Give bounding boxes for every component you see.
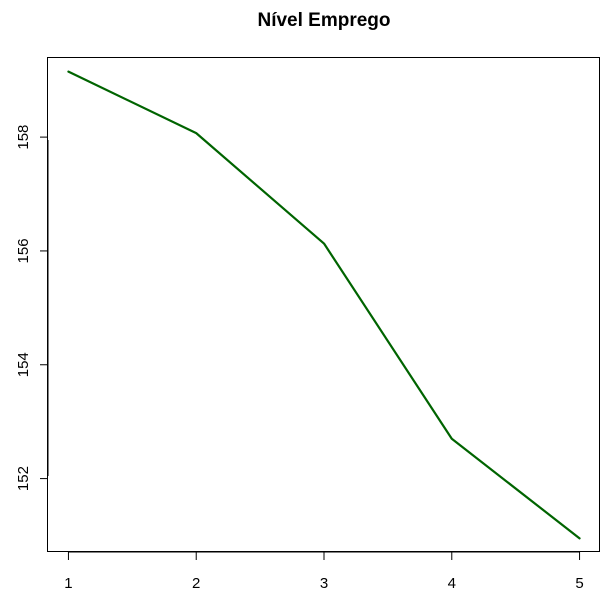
chart-title: Nível Emprego bbox=[257, 10, 390, 31]
data-point bbox=[578, 537, 581, 540]
series-line bbox=[67, 70, 581, 540]
data-point bbox=[67, 70, 70, 73]
x-tick-label: 5 bbox=[575, 575, 583, 592]
series-layer bbox=[67, 70, 581, 540]
x-tick-label: 4 bbox=[448, 575, 456, 592]
x-axis: 1 2 3 4 5 bbox=[64, 551, 584, 592]
plot-frame bbox=[47, 57, 600, 552]
data-point bbox=[195, 132, 198, 134]
y-tick-label: 154 bbox=[15, 352, 32, 377]
x-tick-label: 3 bbox=[320, 575, 328, 592]
x-tick-label: 1 bbox=[64, 575, 72, 592]
y-tick-label: 152 bbox=[15, 466, 32, 491]
x-tick-label: 2 bbox=[192, 575, 200, 592]
y-tick-label: 156 bbox=[15, 238, 32, 263]
data-point bbox=[323, 242, 325, 245]
data-point bbox=[450, 437, 453, 440]
y-tick-label: 158 bbox=[15, 125, 32, 150]
y-axis: 152 154 156 158 bbox=[15, 125, 49, 491]
